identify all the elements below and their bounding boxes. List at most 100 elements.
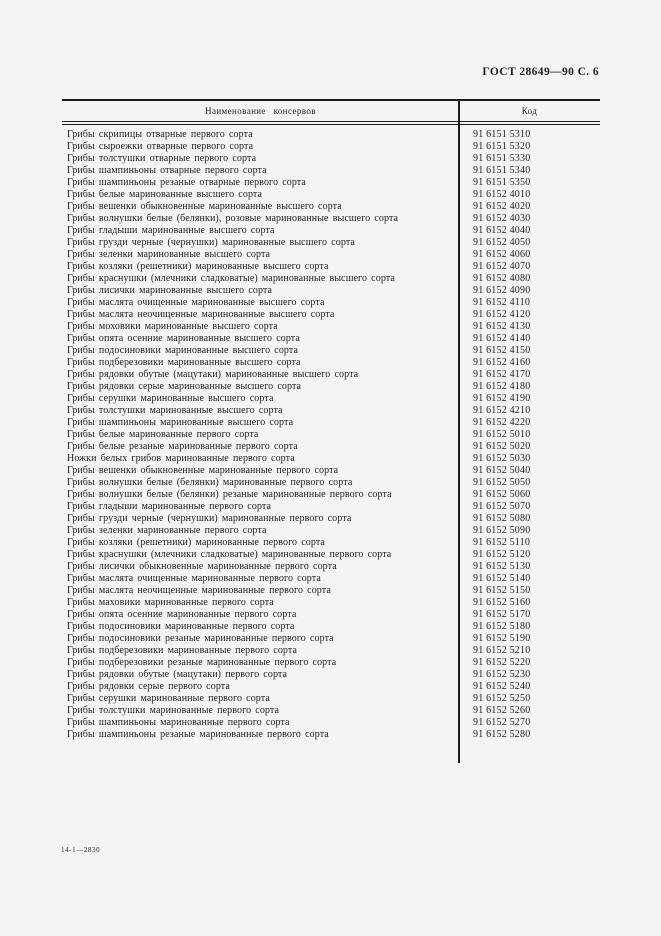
product-name-cell: Грибы подберезовики резаные маринованные…	[67, 657, 337, 668]
table-row: Грибы сыроежки отварные первого сорта 91 …	[62, 141, 600, 153]
products-table: Наименование консервов Код Грибы скрипиц…	[62, 99, 600, 763]
product-name-cell: Грибы шампиньоны маринованные первого со…	[67, 717, 290, 728]
product-name-cell: Грибы грузди черные (чернушки) маринован…	[67, 237, 355, 248]
product-name-cell: Грибы гладыши маринованные первого сорта	[67, 501, 272, 512]
table-row: Грибы волнушки белые (белянки) резаные м…	[62, 489, 600, 501]
product-name-cell: Грибы рядовки серые маринованные высшего…	[67, 381, 302, 392]
product-name-cell: Грибы лисички обыкновенные маринованные …	[67, 561, 337, 572]
table-row: Грибы толстушки маринованные высшего сор…	[62, 405, 600, 417]
product-name-cell: Грибы подосиновики маринованные высшего …	[67, 345, 299, 356]
product-code-cell: 91 6152 4220	[473, 417, 531, 428]
product-code-cell: 91 6152 5140	[473, 573, 531, 584]
table-row: Грибы рядовки серые маринованные высшего…	[62, 381, 600, 393]
product-code-cell: 91 6151 5320	[473, 141, 531, 152]
product-name-cell: Грибы толстушки отварные первого сорта	[67, 153, 257, 164]
table-row: Грибы подберезовики резаные маринованные…	[62, 657, 600, 669]
column-divider	[458, 99, 460, 763]
table-row: Грибы серушки маринованные высшего сорта…	[62, 393, 600, 405]
product-code-cell: 91 6152 4090	[473, 285, 531, 296]
table-row: Грибы шампиньоны резаные маринованные пе…	[62, 729, 600, 741]
table-row: Грибы краснушки (млечники сладковатые) м…	[62, 273, 600, 285]
product-code-cell: 91 6152 5080	[473, 513, 531, 524]
product-name-cell: Грибы подберезовики маринованные первого…	[67, 645, 298, 656]
table-row: Грибы грузди черные (чернушки) маринован…	[62, 237, 600, 249]
table-row: Ножки белых грибов маринованные первого …	[62, 453, 600, 465]
product-name-cell: Грибы шампиньоны резаные маринованные пе…	[67, 729, 329, 740]
product-name-cell: Грибы рядовки обутые (мацутаки) маринова…	[67, 369, 359, 380]
product-name-cell: Грибы волнушки белые (белянки) маринован…	[67, 477, 353, 488]
table-row: Грибы маслята неочищенные маринованные п…	[62, 585, 600, 597]
column-header-name: Наименование консервов	[205, 106, 316, 116]
header-double-rule	[62, 121, 600, 125]
table-row: Грибы подберезовики маринованные первого…	[62, 645, 600, 657]
product-name-cell: Грибы белые маринованные высшего сорта	[67, 189, 263, 200]
table-row: Грибы скрипицы отварные первого сорта 91 …	[62, 129, 600, 141]
table-row: Грибы краснушки (млечники сладковатые) м…	[62, 549, 600, 561]
product-code-cell: 91 6152 5160	[473, 597, 531, 608]
product-code-cell: 91 6152 5130	[473, 561, 531, 572]
table-row: Грибы зеленки маринованные первого сорта…	[62, 525, 600, 537]
product-name-cell: Грибы краснушки (млечники сладковатые) м…	[67, 273, 395, 284]
product-name-cell: Грибы козляки (решетники) маринованные в…	[67, 261, 329, 272]
product-name-cell: Грибы рядовки обутые (мацутаки) первого …	[67, 669, 288, 680]
product-name-cell: Грибы белые резаные маринованные первого…	[67, 441, 298, 452]
table-row: Грибы рядовки обутые (мацутаки) маринова…	[62, 369, 600, 381]
product-name-cell: Грибы скрипицы отварные первого сорта	[67, 129, 253, 140]
product-code-cell: 91 6152 4030	[473, 213, 531, 224]
product-code-cell: 91 6152 4210	[473, 405, 531, 416]
product-code-cell: 91 6152 5180	[473, 621, 531, 632]
table-row: Грибы козляки (решетники) маринованные в…	[62, 261, 600, 273]
table-row: Грибы белые маринованные первого сорта 91…	[62, 429, 600, 441]
product-name-cell: Грибы краснушки (млечники сладковатые) м…	[67, 549, 392, 560]
product-code-cell: 91 6152 5270	[473, 717, 531, 728]
product-name-cell: Грибы толстушки маринованные высшего сор…	[67, 405, 283, 416]
product-code-cell: 91 6152 4170	[473, 369, 531, 380]
product-name-cell: Грибы маслята неочищенные маринованные в…	[67, 309, 335, 320]
product-code-cell: 91 6152 5210	[473, 645, 531, 656]
product-code-cell: 91 6151 5330	[473, 153, 531, 164]
table-row: Грибы шампиньоны отварные первого сорта 9…	[62, 165, 600, 177]
table-row: Грибы гладыши маринованные первого сорта…	[62, 501, 600, 513]
product-code-cell: 91 6152 4180	[473, 381, 531, 392]
product-code-cell: 91 6152 4160	[473, 357, 531, 368]
page-title: ГОСТ 28649—90 С. 6	[482, 66, 599, 78]
table-row: Грибы опята осенние маринованные высшего…	[62, 333, 600, 345]
product-name-cell: Грибы опята осенние маринованные высшего…	[67, 333, 300, 344]
table-row: Грибы подосиновики маринованные первого …	[62, 621, 600, 633]
product-name-cell: Грибы сыроежки отварные первого сорта	[67, 141, 254, 152]
print-run-footer: 14-1—2830	[61, 846, 101, 854]
column-header-code: Код	[521, 106, 538, 116]
table-row: Грибы волнушки белые (белянки) маринован…	[62, 477, 600, 489]
product-name-cell: Грибы волнушки белые (белянки) резаные м…	[67, 489, 392, 500]
product-name-cell: Грибы грузди черные (чернушки) маринован…	[67, 513, 352, 524]
product-code-cell: 91 6152 5150	[473, 585, 531, 596]
product-name-cell: Грибы гладыши маринованные высшего сорта	[67, 225, 275, 236]
product-name-cell: Грибы вешенки обыкновенные маринованные …	[67, 201, 342, 212]
table-row: Грибы серушки маринованные первого сорта…	[62, 693, 600, 705]
product-name-cell: Грибы зеленки маринованные первого сорта	[67, 525, 267, 536]
product-name-cell: Грибы подосиновики маринованные первого …	[67, 621, 295, 632]
table-row: Грибы зеленки маринованные высшего сорта…	[62, 249, 600, 261]
product-code-cell: 91 6151 5340	[473, 165, 531, 176]
table-row: Грибы маховики маринованные первого сорт…	[62, 597, 600, 609]
product-code-cell: 91 6152 4050	[473, 237, 531, 248]
product-name-cell: Грибы толстушки маринованные первого сор…	[67, 705, 280, 716]
table-row: Грибы подосиновики маринованные высшего …	[62, 345, 600, 357]
table-row: Грибы вешенки обыкновенные маринованные …	[62, 465, 600, 477]
product-code-cell: 91 6151 5310	[473, 129, 531, 140]
product-name-cell: Грибы моховики маринованные высшего сорт…	[67, 321, 278, 332]
product-code-cell: 91 6152 4080	[473, 273, 531, 284]
product-name-cell: Грибы рядовки серые первого сорта	[67, 681, 230, 692]
table-row: Грибы грузди черные (чернушки) маринован…	[62, 513, 600, 525]
product-name-cell: Грибы шампиньоны маринованные высшего со…	[67, 417, 294, 428]
product-name-cell: Грибы белые маринованные первого сорта	[67, 429, 259, 440]
product-code-cell: 91 6152 5190	[473, 633, 531, 644]
product-code-cell: 91 6152 4190	[473, 393, 531, 404]
product-code-cell: 91 6152 5030	[473, 453, 531, 464]
table-row: Грибы шампиньоны резаные отварные первог…	[62, 177, 600, 189]
product-code-cell: 91 6152 4130	[473, 321, 531, 332]
product-code-cell: 91 6152 4120	[473, 309, 531, 320]
table-body: Грибы скрипицы отварные первого сорта 91 …	[62, 125, 600, 741]
product-code-cell: 91 6152 5050	[473, 477, 531, 488]
